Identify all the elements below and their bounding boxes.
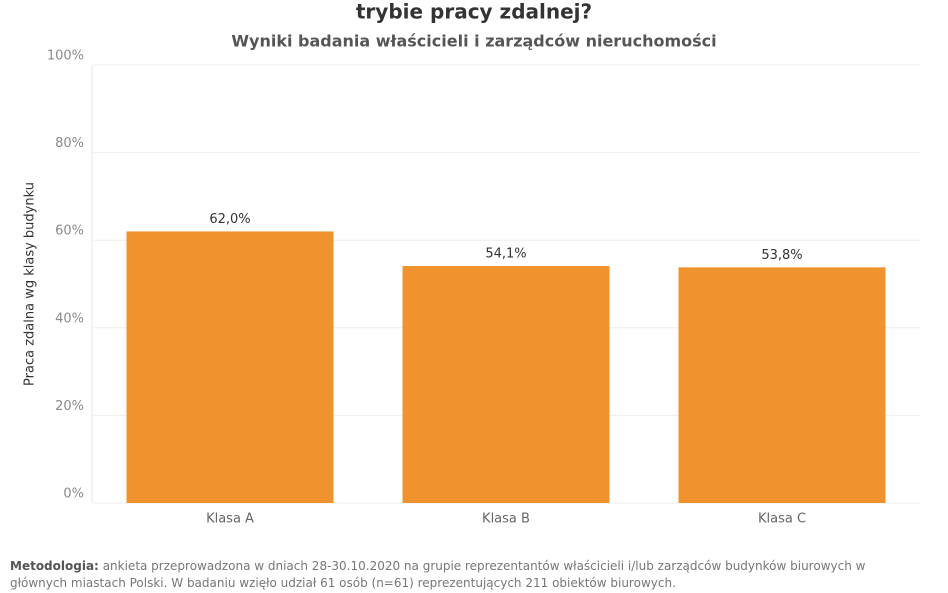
y-tick-label: 60% <box>55 224 84 239</box>
bar <box>678 267 886 503</box>
y-tick-label: 100% <box>47 49 84 64</box>
note-label: Metodologia: <box>10 559 99 573</box>
x-tick-label: Klasa C <box>758 512 806 527</box>
bar <box>126 231 334 503</box>
x-tick-label: Klasa B <box>482 512 530 527</box>
chart-subtitle: Wyniki badania właścicieli i zarządców n… <box>231 32 716 51</box>
value-label: 53,8% <box>761 248 802 263</box>
y-tick-label: 80% <box>55 136 84 151</box>
x-tick-label: Klasa A <box>206 512 254 527</box>
value-label: 54,1% <box>485 247 526 262</box>
note-text: ankieta przeprowadzona w dniach 28-30.10… <box>10 559 866 590</box>
value-label: 62,0% <box>209 212 250 227</box>
y-axis-label: Praca zdalna wg klasy budynku <box>23 182 38 386</box>
y-tick-label: 20% <box>55 399 84 414</box>
footnote: Metodologia: ankieta przeprowadzona w dn… <box>10 558 890 592</box>
bar <box>402 266 610 503</box>
chart-title: trybie pracy zdalnej? <box>356 0 592 24</box>
chart: trybie pracy zdalnej? Wyniki badania wła… <box>23 0 920 527</box>
y-tick-label: 0% <box>63 487 84 502</box>
y-tick-label: 40% <box>55 311 84 326</box>
